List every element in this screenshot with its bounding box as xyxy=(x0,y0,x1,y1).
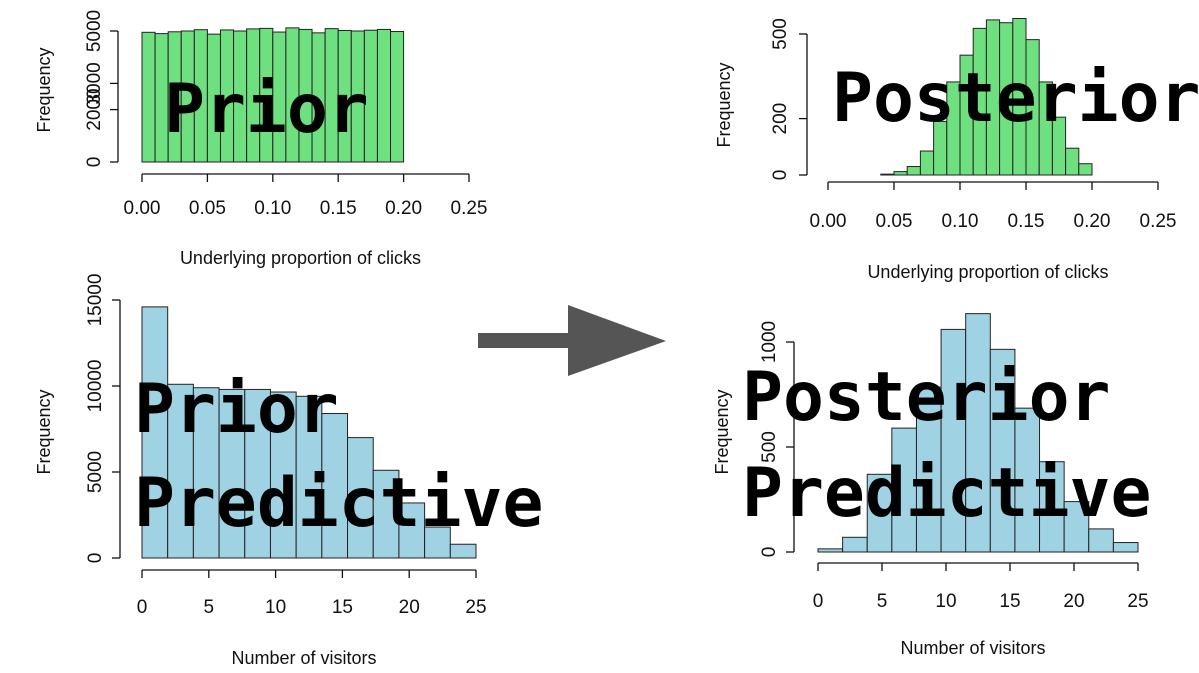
y-tick-label: 0 xyxy=(770,170,791,181)
x-tick-label: 0.20 xyxy=(1074,211,1111,232)
y-tick-label: 10000 xyxy=(85,360,106,413)
x-axis: 0.00 0.05 0.10 0.15 0.20 0.25 xyxy=(124,173,488,219)
y-tick-label: 1000 xyxy=(759,321,780,363)
histogram-bar xyxy=(295,395,323,559)
x-tick-label: 0 xyxy=(137,597,148,618)
x-tick-label: 0.00 xyxy=(124,198,161,219)
histogram-bar xyxy=(390,31,405,163)
histogram-bar xyxy=(321,413,349,559)
histogram-bar xyxy=(965,313,991,553)
histogram-bar xyxy=(1063,501,1090,553)
x-tick-label: 15 xyxy=(999,591,1020,612)
arrow-shape xyxy=(478,305,666,376)
y-tick-label: 500 xyxy=(770,18,791,50)
histogram-bar xyxy=(372,469,400,559)
histogram-bar xyxy=(269,391,297,559)
histogram-bar xyxy=(141,31,156,163)
y-tick-label: 0 xyxy=(84,157,105,168)
x-tick-label: 25 xyxy=(1127,591,1148,612)
histogram-bar xyxy=(347,437,374,559)
x-tick-label: 0.10 xyxy=(254,198,291,219)
overlay-title-line: Posterior xyxy=(832,59,1199,138)
x-tick-label: 0 xyxy=(813,591,824,612)
histogram-bar xyxy=(244,388,271,559)
y-tick-label: 0 xyxy=(85,553,106,564)
y-axis-label: Frequency xyxy=(34,389,54,474)
overlay-title-line: Prior xyxy=(164,70,369,149)
y-axis-label: Frequency xyxy=(712,389,732,474)
y-tick-label: 500 xyxy=(759,431,780,463)
right-arrow-icon xyxy=(478,305,666,376)
y-tick-label: 5000 xyxy=(85,451,106,493)
x-axis-label: Underlying proportion of clicks xyxy=(180,248,421,268)
x-tick-label: 20 xyxy=(1063,591,1084,612)
chart-prior: 0.00 0.05 0.10 0.15 0.20 0.25 Underlying propo… xyxy=(34,10,487,268)
y-tick-label: 2000 xyxy=(84,88,105,130)
x-tick-label: 0.25 xyxy=(451,198,488,219)
chart-posterior-predictive: 0 5 10 15 20 25 Number of visitors 0 500 1000 Freq… xyxy=(712,313,1151,658)
chart-posterior: 0.00 0.05 0.10 0.15 0.20 0.25 Underlying propo… xyxy=(714,17,1199,282)
histogram-bar xyxy=(842,536,868,553)
x-tick-label: 5 xyxy=(204,597,215,618)
histogram-bar xyxy=(940,328,967,553)
y-axis: 0 5000 10000 15000 xyxy=(85,274,121,564)
histogram-bar xyxy=(919,150,935,176)
x-axis: 0 5 10 15 20 25 xyxy=(137,569,487,618)
histogram-bar xyxy=(1112,542,1139,553)
y-tick-label: 15000 xyxy=(85,274,106,327)
histogram-bar xyxy=(1051,116,1067,176)
x-tick-label: 15 xyxy=(332,597,353,618)
histogram-bar xyxy=(906,166,921,176)
overlay-title-line: Predictive xyxy=(134,464,543,543)
histogram-bar xyxy=(817,548,844,553)
histogram-bar xyxy=(1088,528,1114,553)
x-tick-label: 0.00 xyxy=(810,211,847,232)
x-axis-label: Underlying proportion of clicks xyxy=(867,262,1108,282)
x-tick-label: 0.10 xyxy=(942,211,979,232)
y-tick-label: 5000 xyxy=(84,10,105,52)
x-tick-label: 20 xyxy=(399,597,420,618)
x-axis-label: Number of visitors xyxy=(900,638,1045,658)
x-tick-label: 5 xyxy=(877,591,888,612)
histogram-bar xyxy=(1065,147,1080,176)
y-axis-label: Frequency xyxy=(34,47,54,132)
x-axis-label: Number of visitors xyxy=(231,648,376,668)
histogram-bar xyxy=(1014,407,1041,553)
histogram-bar xyxy=(880,173,895,176)
y-axis-label: Frequency xyxy=(714,62,734,147)
histogram-bar xyxy=(893,171,908,176)
histogram-bar xyxy=(424,526,451,559)
x-tick-label: 0.25 xyxy=(1140,211,1177,232)
x-axis: 0.00 0.05 0.10 0.15 0.20 0.25 xyxy=(810,181,1177,232)
histogram-bar xyxy=(915,386,942,553)
overlay-title-line: Posterior xyxy=(742,358,1110,437)
histogram-bar xyxy=(989,348,1016,553)
overlay-title-line: Prior xyxy=(134,370,339,449)
histogram-bar xyxy=(376,28,392,163)
x-tick-label: 25 xyxy=(465,597,486,618)
histogram-bar xyxy=(1078,163,1093,176)
histogram-bar xyxy=(218,388,246,559)
y-tick-label: 0 xyxy=(759,547,780,558)
histogram-bar xyxy=(141,306,169,559)
histogram-bar xyxy=(866,473,893,553)
x-tick-label: 0.15 xyxy=(320,198,357,219)
histogram-bar xyxy=(192,387,220,559)
x-tick-label: 0.05 xyxy=(189,198,226,219)
x-tick-label: 0.15 xyxy=(1008,211,1045,232)
overlay-title-line: Predictive xyxy=(742,454,1151,533)
chart-prior-predictive: 0 5 10 15 20 25 Number of visitors 0 5000 10000 15… xyxy=(34,274,543,668)
x-tick-label: 10 xyxy=(265,597,286,618)
histogram-bar xyxy=(449,543,477,559)
y-axis: 0 500 1000 xyxy=(759,321,795,558)
x-tick-label: 0.20 xyxy=(385,198,422,219)
y-axis: 0 200 500 xyxy=(770,18,808,181)
x-axis: 0 5 10 15 20 25 xyxy=(813,562,1149,612)
x-tick-label: 10 xyxy=(935,591,956,612)
x-tick-label: 0.05 xyxy=(876,211,913,232)
y-tick-label: 200 xyxy=(770,103,791,135)
y-tick-label: 3000 xyxy=(84,62,105,104)
